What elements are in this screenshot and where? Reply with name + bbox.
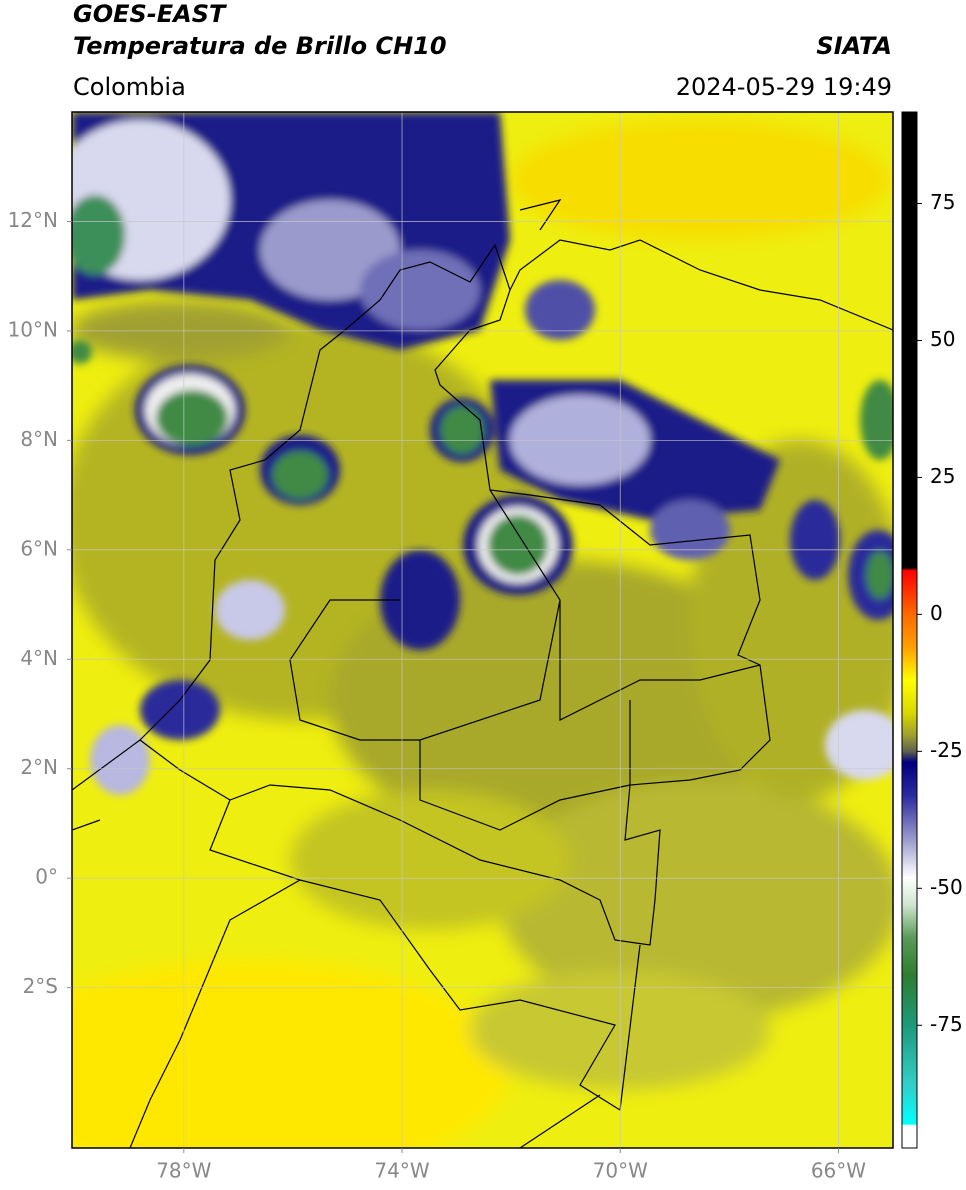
colorbar-tick-label: 75 [930,190,955,214]
colorbar-tick-label: 25 [930,464,955,488]
lat-tick-label: 8°N [20,427,58,451]
timestamp: 2024-05-29 19:49 [676,73,892,101]
lat-tick-label: 10°N [8,317,58,341]
source: SIATA [816,32,892,60]
region: Colombia [73,73,186,101]
lat-tick-label: 12°N [8,208,58,232]
lon-tick-label: 78°W [156,1159,211,1183]
title: GOES-EAST [73,0,227,28]
colorbar-tick-label: -75 [930,1012,963,1036]
lat-tick-label: 6°N [20,536,58,560]
subtitle: Temperatura de Brillo CH10 [73,32,447,60]
satellite-image [72,112,893,1148]
boundaries [72,199,893,1148]
colorbar-tick-label: 0 [930,601,943,625]
colorbar-tick-label: -25 [930,738,963,762]
lat-tick-label: 0° [35,865,58,889]
lon-tick-label: 66°W [811,1159,866,1183]
lat-tick-label: 4°N [20,646,58,670]
map-frame [71,111,894,1149]
colorbar [901,111,918,1149]
colorbar-tick-label: -50 [930,875,963,899]
lat-tick-label: 2°S [23,974,58,998]
colorbar-tick-label: 50 [930,327,955,351]
lon-tick-label: 70°W [593,1159,648,1183]
lon-tick-label: 74°W [374,1159,429,1183]
lat-tick-label: 2°N [20,755,58,779]
